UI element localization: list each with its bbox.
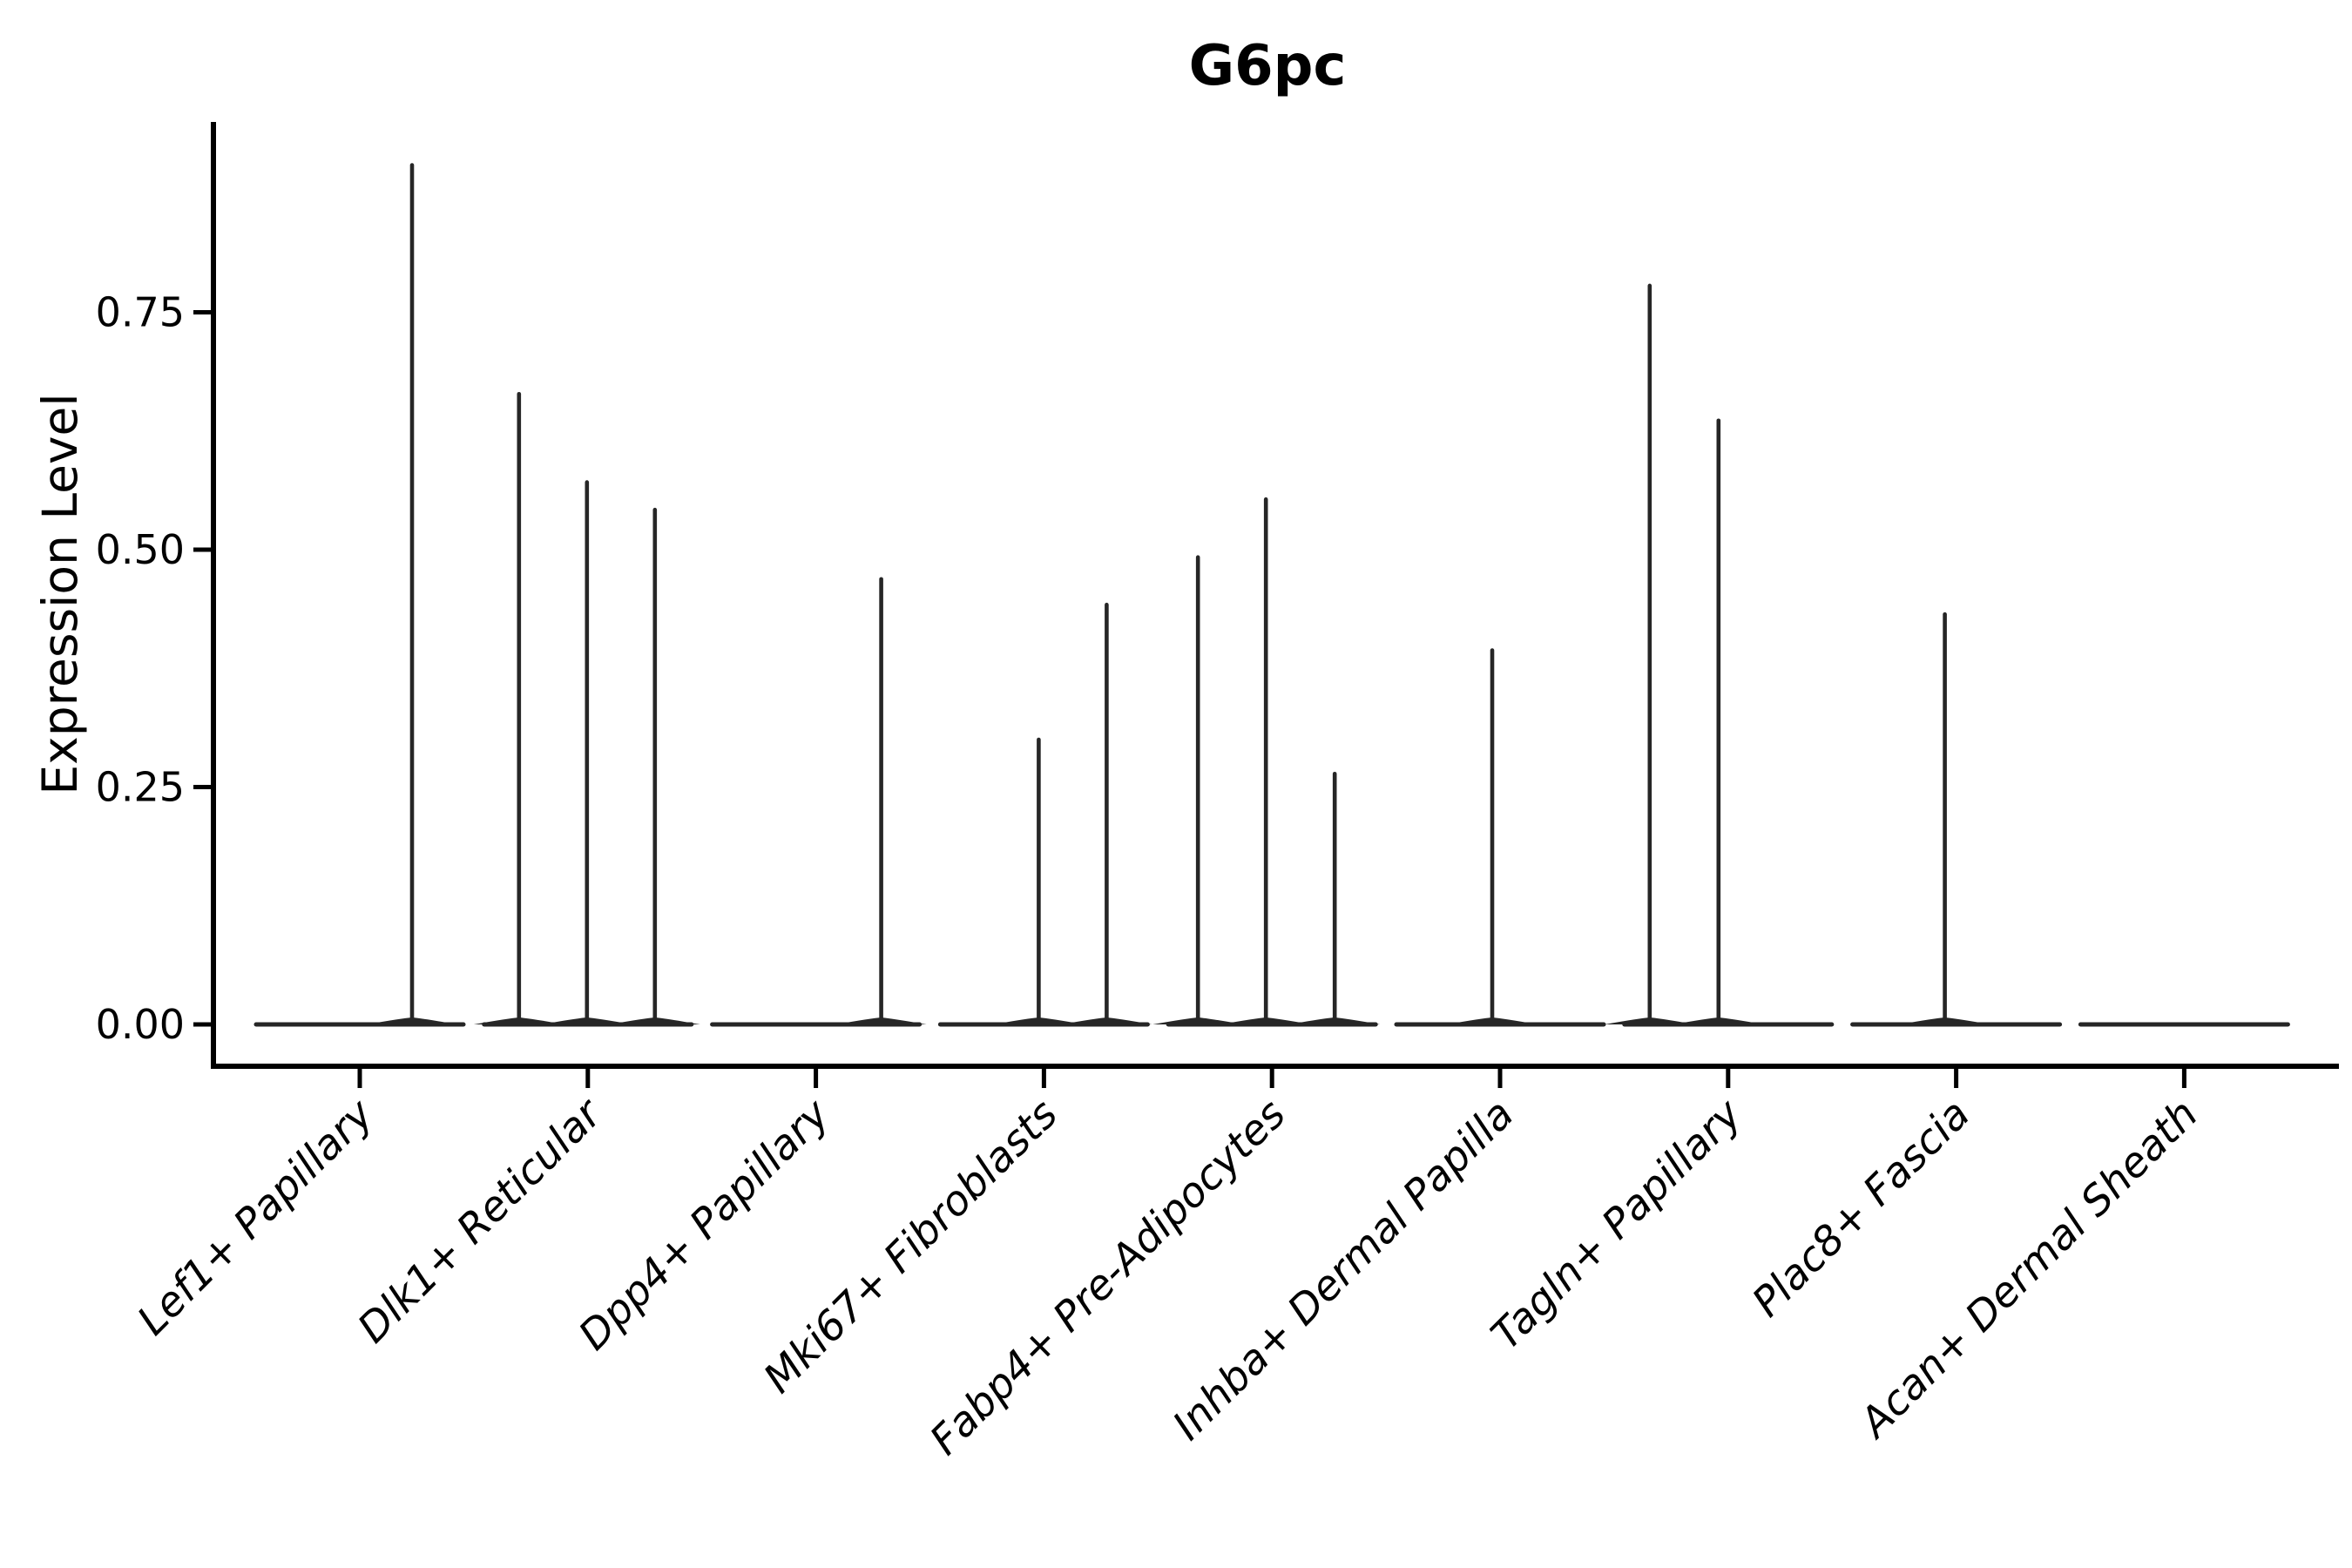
x-tick-label: Tagln+ Papillary (1483, 1090, 1753, 1360)
y-tick-label: 0.75 (96, 289, 185, 336)
y-tick-label: 0.25 (96, 764, 185, 811)
x-tick-label: Dlk1+ Reticular (348, 1089, 612, 1353)
x-tick-label: Lef1+ Papillary (128, 1090, 383, 1345)
x-tick-label: Dpp4+ Papillary (570, 1090, 840, 1360)
y-tick-label: 0.50 (96, 526, 185, 573)
y-axis-label: Expression Level (32, 393, 88, 794)
y-tick-label: 0.00 (96, 1001, 185, 1048)
x-tick-label: Plac8+ Fascia (1743, 1091, 1979, 1327)
chart-title: G6pc (1189, 34, 1347, 98)
